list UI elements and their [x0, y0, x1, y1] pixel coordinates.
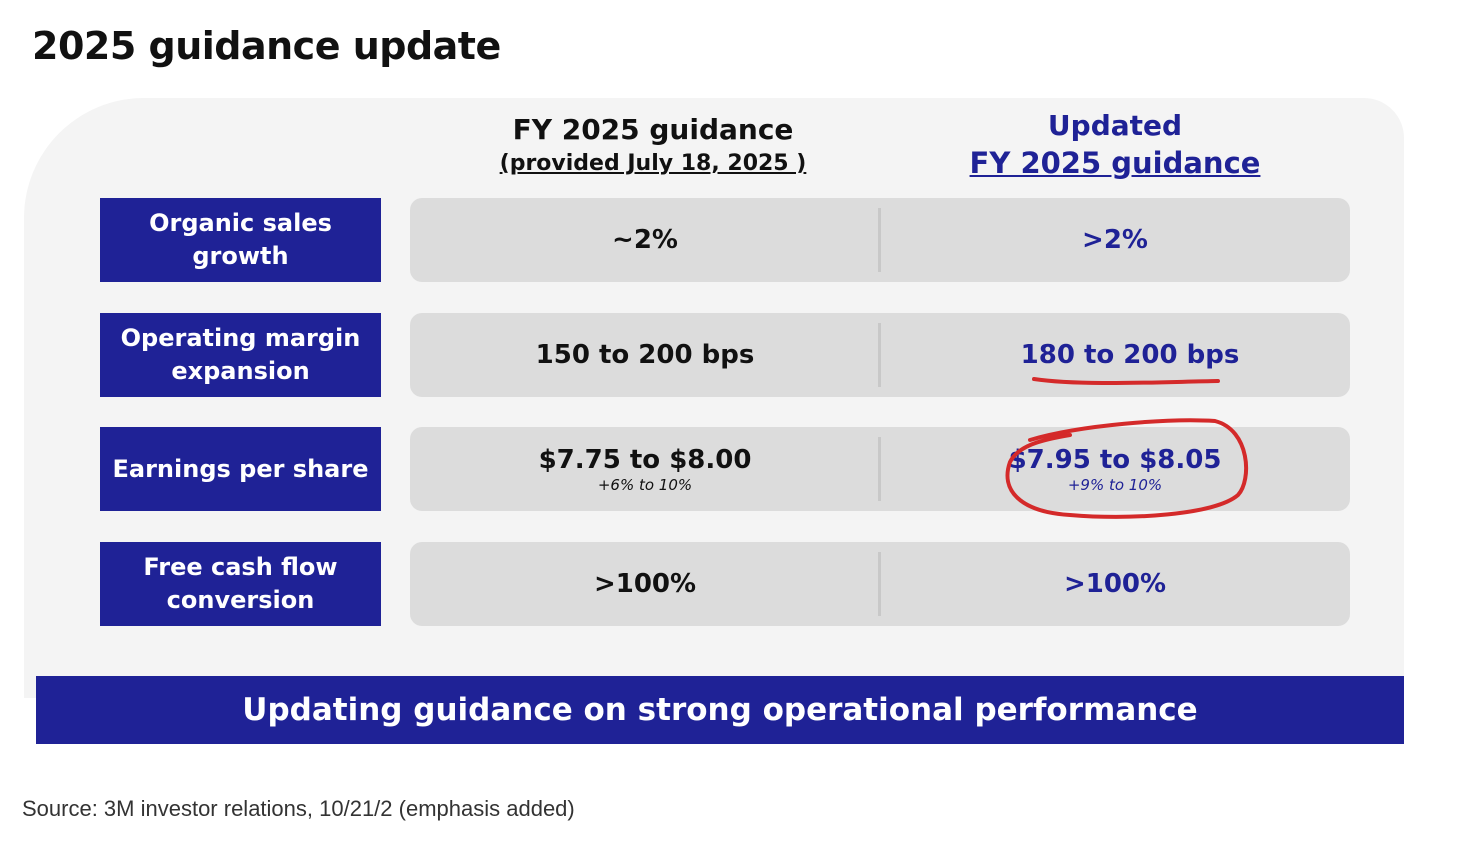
column-header-updated-title: Updated: [1047, 109, 1183, 142]
fy-value: ~2%: [612, 225, 678, 255]
cell-divider: [878, 323, 881, 387]
cell-divider: [878, 208, 881, 272]
page-title: 2025 guidance update: [32, 24, 501, 68]
column-header-fy2025-title: FY 2025 guidance: [512, 113, 794, 146]
updated-value-cell: >2%: [880, 198, 1350, 282]
updated-value: >2%: [1082, 225, 1148, 255]
updated-value-cell: >100%: [880, 542, 1350, 626]
updated-subvalue: +9% to 10%: [1067, 476, 1163, 494]
source-caption: Source: 3M investor relations, 10/21/2 (…: [22, 796, 575, 821]
updated-value-cell: 180 to 200 bps: [895, 313, 1365, 397]
row-label-operating-margin: Operating margin expansion: [100, 313, 381, 397]
updated-value-cell: $7.95 to $8.05 +9% to 10%: [880, 427, 1350, 511]
cell-divider: [878, 552, 881, 616]
column-header-fy2025-subtitle: (provided July 18, 2025 ): [499, 151, 807, 176]
row-label-eps: Earnings per share: [100, 427, 381, 511]
fy-value-cell: ~2%: [410, 198, 880, 282]
fy-value-cell: >100%: [410, 542, 880, 626]
fy-value: $7.75 to $8.00: [538, 445, 752, 475]
row-cells-eps: $7.75 to $8.00 +6% to 10% $7.95 to $8.05…: [410, 427, 1350, 511]
column-header-fy2025: FY 2025 guidance (provided July 18, 2025…: [418, 112, 888, 180]
fy-value: >100%: [593, 569, 697, 599]
fy-value-cell: $7.75 to $8.00 +6% to 10%: [410, 427, 880, 511]
row-label-organic-sales: Organic sales growth: [100, 198, 381, 282]
column-header-updated: Updated FY 2025 guidance: [880, 108, 1350, 182]
updated-value: $7.95 to $8.05: [1008, 445, 1222, 475]
row-cells-operating-margin: 150 to 200 bps 180 to 200 bps: [410, 313, 1350, 397]
cell-divider: [878, 437, 881, 501]
fy-value-cell: 150 to 200 bps: [410, 313, 880, 397]
summary-banner: Updating guidance on strong operational …: [36, 676, 1404, 744]
row-cells-free-cash-flow: >100% >100%: [410, 542, 1350, 626]
fy-value: 150 to 200 bps: [535, 340, 755, 370]
fy-subvalue: +6% to 10%: [597, 476, 693, 494]
column-header-updated-subtitle: FY 2025 guidance: [969, 146, 1261, 180]
updated-value: 180 to 200 bps: [1020, 340, 1240, 370]
row-cells-organic-sales: ~2% >2%: [410, 198, 1350, 282]
row-label-free-cash-flow: Free cash flow conversion: [100, 542, 381, 626]
updated-value: >100%: [1063, 569, 1167, 599]
